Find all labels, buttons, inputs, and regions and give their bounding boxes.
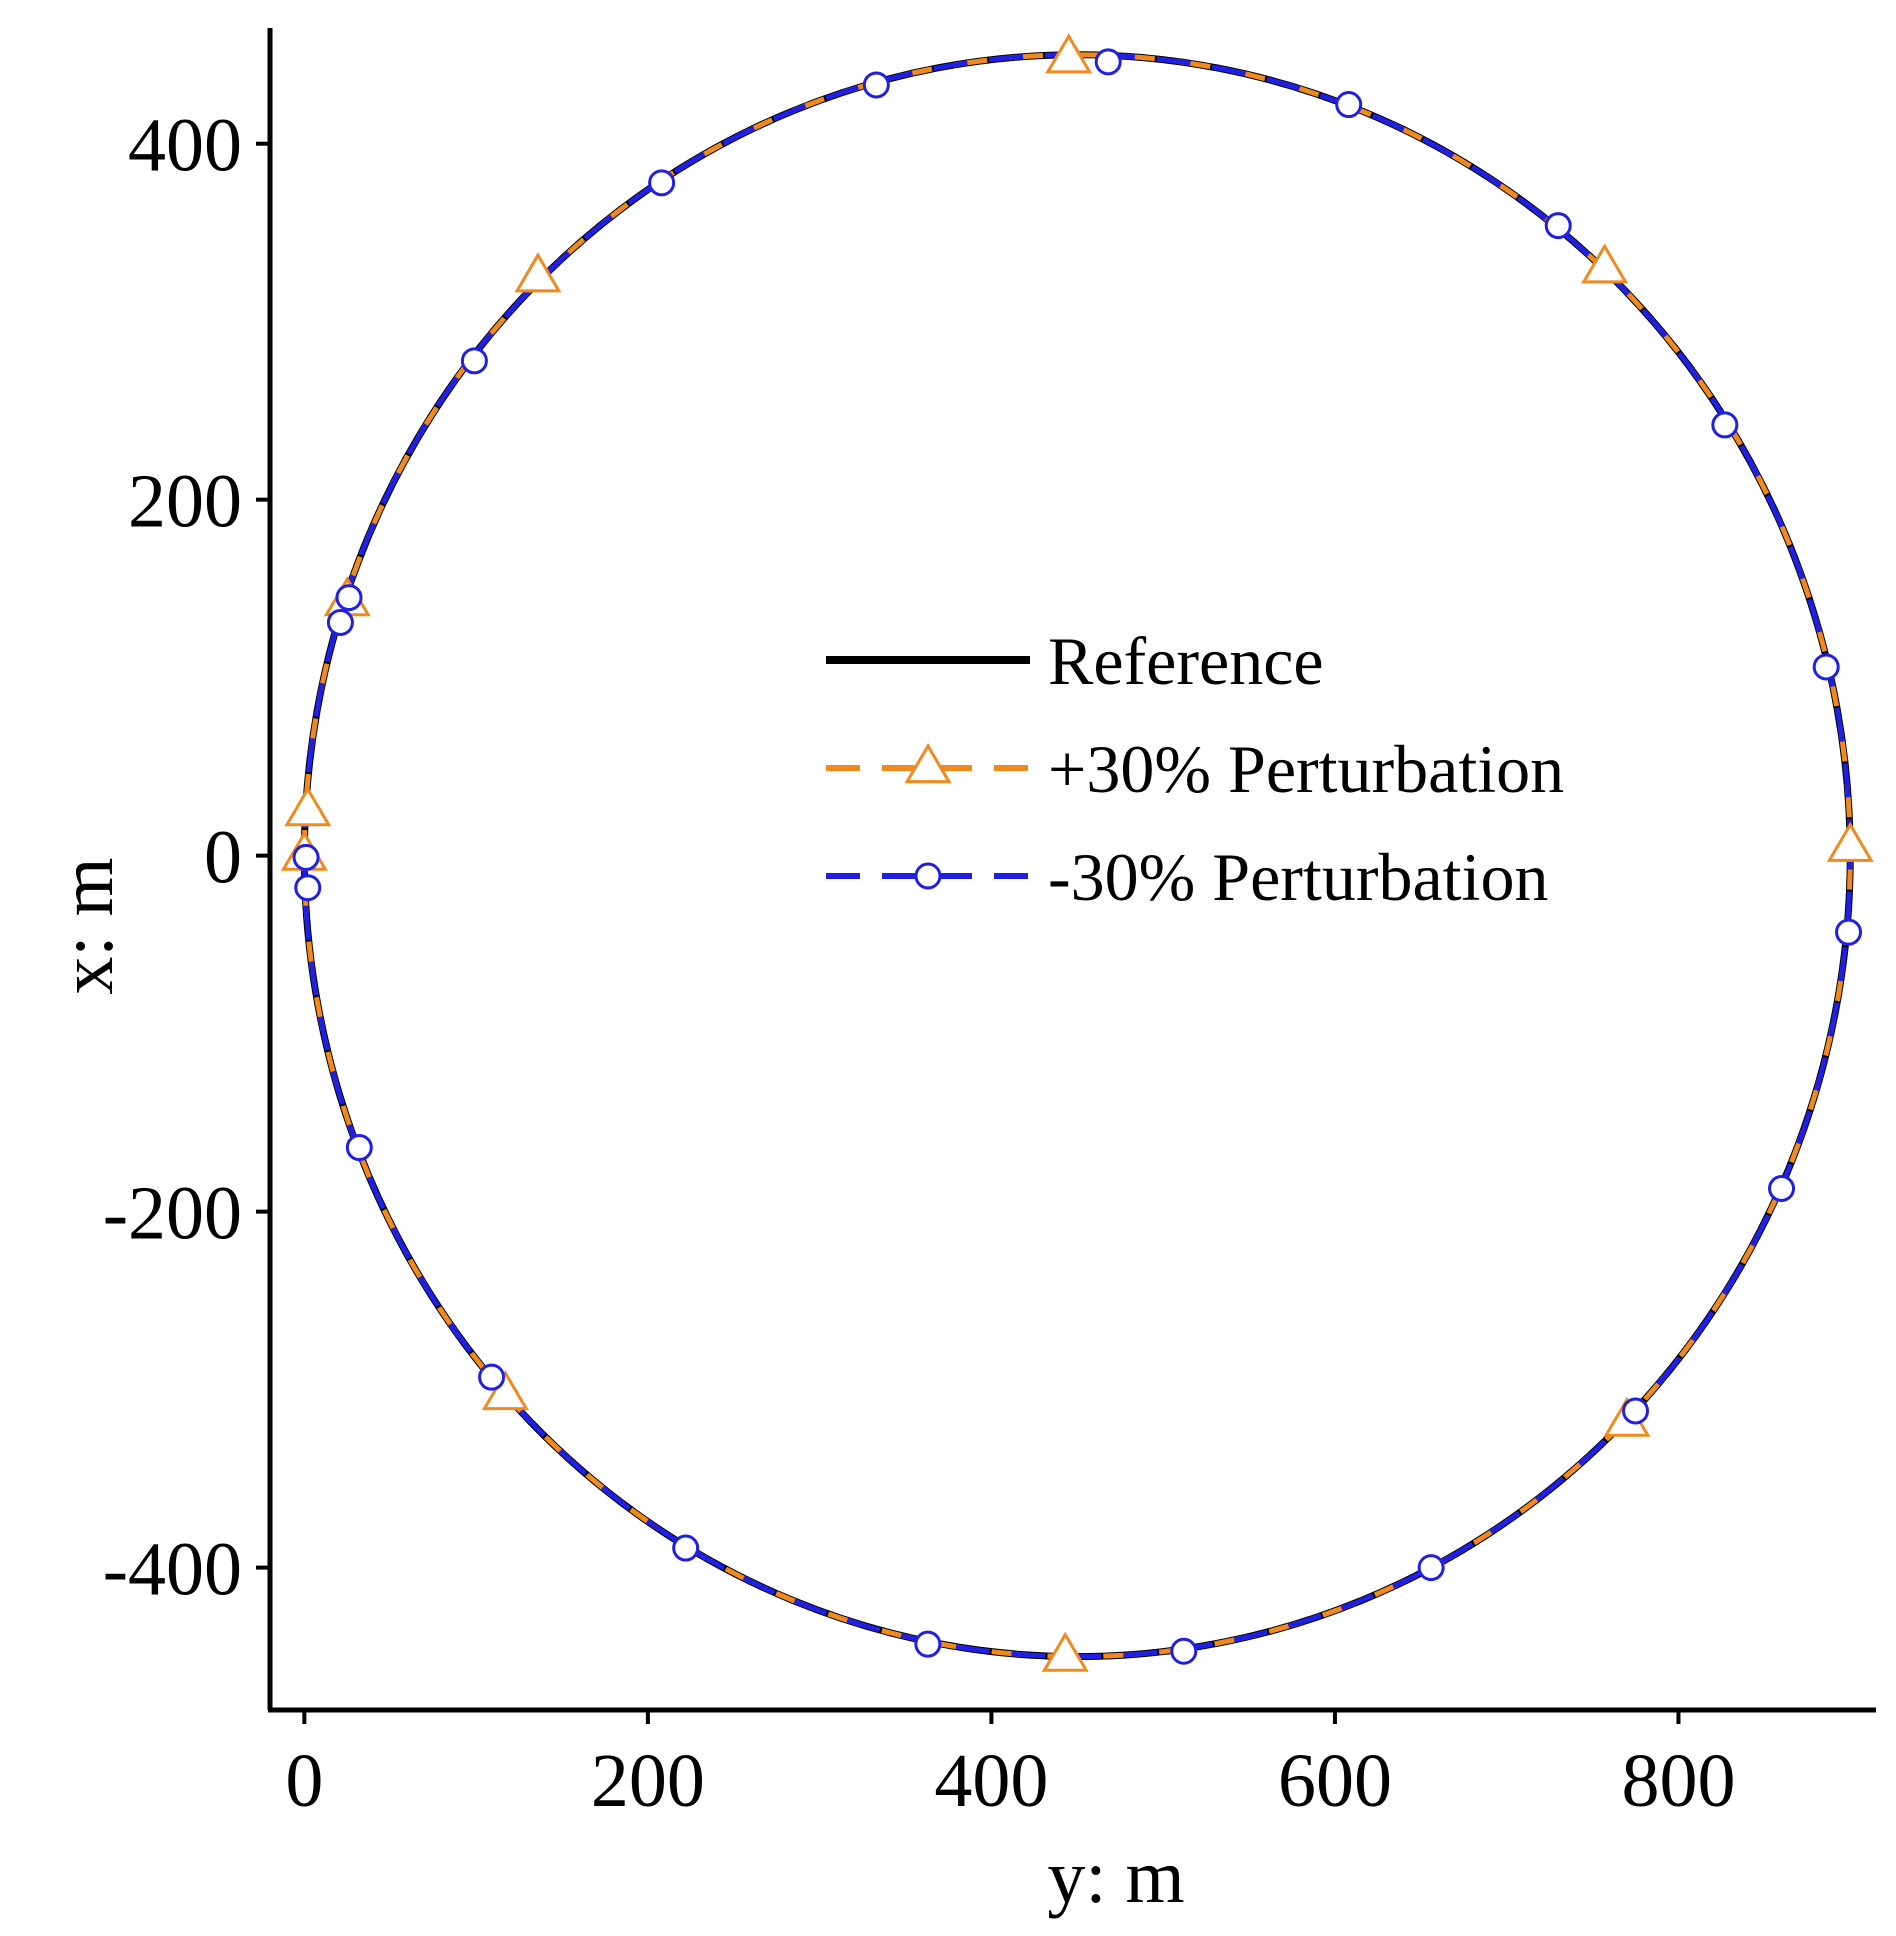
legend-marker-3 [914,862,942,890]
series-3-marker-4 [648,169,676,197]
series-2-marker-9 [1041,1631,1089,1672]
series-3-marker-5 [1544,212,1572,240]
y-tick-label: 200 [128,460,242,544]
x-tick-label: 200 [591,1739,705,1823]
series-3-marker-15 [1768,1174,1796,1202]
series-2-marker-7 [1581,243,1629,284]
legend: Reference +30% Perturbation -30% Perturbat… [826,623,1564,915]
series-3-marker-1 [1094,48,1122,76]
series-3-marker-12 [294,874,322,902]
series-3-marker-2 [862,71,890,99]
x-tick-label: 400 [934,1739,1048,1823]
series-2-marker-10 [481,1369,529,1411]
series-3-marker-9 [326,608,354,636]
x-tick-label: 600 [1278,1739,1392,1823]
series-2-marker-2 [514,252,562,293]
series-2-marker-4 [284,786,332,827]
y-tick-label: 400 [128,104,242,188]
legend-label-3: -30% Perturbation [1048,839,1548,915]
series-2-marker-6 [1826,821,1874,862]
y-axis-label: x: m [45,857,129,994]
series-3-marker-20 [914,1630,942,1658]
series-3-marker-19 [1417,1554,1445,1582]
series-3-marker-18 [672,1534,700,1562]
legend-label-2: +30% Perturbation [1048,731,1564,807]
series-2-marker-1 [1045,33,1093,74]
series-3-marker-17 [1622,1397,1650,1425]
series-3-marker-6 [460,347,488,375]
y-tick-label: -200 [103,1172,242,1256]
series-3-marker-21 [1170,1637,1198,1665]
x-ticks: 0 200 400 600 800 [285,1710,1735,1823]
y-tick-label: 0 [204,816,242,900]
y-tick-label: -400 [103,1528,242,1612]
series-3-marker-10 [1812,653,1840,681]
axes [267,28,1876,1713]
series-3-marker-11 [292,843,320,871]
series-3-marker-13 [1835,918,1863,946]
series-3-marker-16 [478,1363,506,1391]
series-3-marker-3 [1335,91,1363,119]
legend-label-1: Reference [1048,623,1324,699]
series-3-marker-14 [345,1134,373,1162]
x-axis-label: y: m [1047,1835,1184,1919]
series-3-marker-8 [335,584,363,612]
legend-marker-2 [904,743,952,784]
series-markers [280,33,1874,1672]
y-ticks: -400 -200 0 200 400 [103,104,270,1612]
x-tick-label: 0 [285,1739,323,1823]
series-3-marker-7 [1711,411,1739,439]
x-tick-label: 800 [1621,1739,1735,1823]
